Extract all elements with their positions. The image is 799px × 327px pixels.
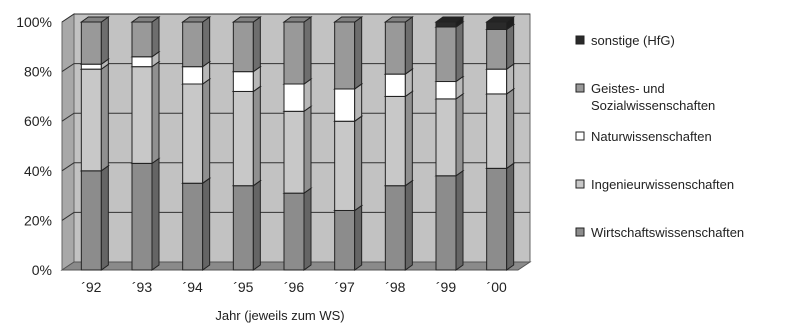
legend-swatch bbox=[575, 131, 585, 141]
bar-segment bbox=[181, 16, 212, 68]
bar-segment bbox=[282, 105, 313, 195]
bar-segment bbox=[231, 16, 262, 73]
bar-segment bbox=[130, 16, 161, 58]
y-tick-label: 60% bbox=[24, 113, 52, 129]
y-tick-label: 80% bbox=[24, 64, 52, 80]
bar-segment bbox=[333, 115, 364, 212]
bar-segment bbox=[181, 78, 212, 185]
bar-segment bbox=[231, 179, 262, 271]
bar-segment bbox=[79, 16, 110, 66]
gridline bbox=[61, 63, 530, 73]
bar-segment bbox=[282, 187, 313, 271]
x-tick-label: ´99 bbox=[436, 279, 456, 295]
bar-segment bbox=[383, 179, 414, 271]
bar-segment bbox=[333, 16, 364, 90]
bar-segment bbox=[181, 177, 212, 271]
gridline bbox=[61, 13, 530, 23]
bar-segment bbox=[434, 169, 465, 271]
gridline bbox=[61, 112, 530, 122]
bar-segment bbox=[231, 85, 262, 187]
legend-swatch bbox=[575, 227, 585, 237]
y-tick-label: 0% bbox=[32, 262, 52, 278]
legend-item: Ingenieurwissenschaften bbox=[575, 177, 734, 192]
gridlines bbox=[61, 13, 530, 221]
gridline bbox=[61, 211, 530, 221]
x-tick-label: ´96 bbox=[284, 279, 304, 295]
bar-segment bbox=[383, 16, 414, 76]
legend-swatch bbox=[575, 83, 585, 93]
bar-segment bbox=[434, 20, 465, 83]
x-tick-label: ´92 bbox=[81, 279, 101, 295]
legend-label: sonstige (HfG) bbox=[591, 33, 675, 48]
legend-label: Ingenieurwissenschaften bbox=[591, 177, 734, 192]
bar-segment bbox=[485, 162, 516, 271]
bar-segment bbox=[485, 23, 516, 71]
gridline bbox=[61, 162, 530, 172]
legend-label: Wirtschaftswissenschaften bbox=[591, 225, 744, 240]
x-tick-label: ´94 bbox=[183, 279, 203, 295]
bar-segment bbox=[282, 16, 313, 85]
bar-segment bbox=[130, 60, 161, 165]
legend-item: Geistes- und Sozialwissenschaften bbox=[575, 81, 715, 113]
bar-segment bbox=[333, 204, 364, 271]
y-tick-label: 100% bbox=[16, 14, 52, 30]
bar-segment bbox=[130, 157, 161, 271]
bar-segment bbox=[434, 16, 465, 28]
legend-label: Geistes- und Sozialwissenschaften bbox=[591, 81, 715, 113]
x-axis-title: Jahr (jeweils zum WS) bbox=[215, 308, 344, 323]
legend-item: Naturwissenschaften bbox=[575, 129, 712, 144]
bar-segment bbox=[485, 87, 516, 170]
side-wall bbox=[61, 13, 75, 271]
legend-item: Wirtschaftswissenschaften bbox=[575, 225, 744, 240]
legend-label: Naturwissenschaften bbox=[591, 129, 712, 144]
x-axis-ticks: ´92 ´93 ´94 ´95 ´96 ´97 ´98 ´99 ´00 bbox=[81, 279, 507, 295]
legend-swatch bbox=[575, 179, 585, 189]
bar-segment bbox=[485, 16, 516, 31]
bar-segment bbox=[383, 90, 414, 187]
bar-segment bbox=[79, 63, 110, 172]
y-tick-label: 20% bbox=[24, 212, 52, 228]
x-tick-label: ´98 bbox=[385, 279, 405, 295]
legend-swatch bbox=[575, 35, 585, 45]
y-axis-ticks: 0% 20% 40% 60% 80% 100% bbox=[16, 14, 52, 278]
x-tick-label: ´00 bbox=[487, 279, 507, 295]
legend-item: sonstige (HfG) bbox=[575, 33, 675, 48]
legend: sonstige (HfG) Geistes- und Sozialwissensc… bbox=[575, 33, 744, 240]
x-tick-label: ´95 bbox=[233, 279, 253, 295]
bar-segment bbox=[333, 82, 364, 123]
x-tick-label: ´97 bbox=[335, 279, 355, 295]
y-tick-label: 40% bbox=[24, 163, 52, 179]
x-tick-label: ´93 bbox=[132, 279, 152, 295]
bar-segment bbox=[434, 92, 465, 177]
bar-segment bbox=[79, 164, 110, 271]
bars bbox=[79, 16, 516, 271]
